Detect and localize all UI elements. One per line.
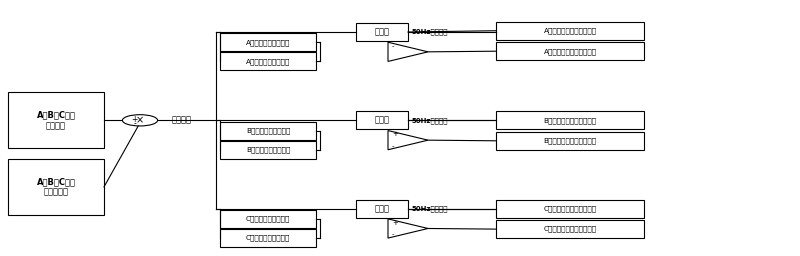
FancyBboxPatch shape <box>220 52 316 70</box>
Text: 50Hz方波信号: 50Hz方波信号 <box>412 29 449 35</box>
Text: +: + <box>392 220 398 226</box>
FancyBboxPatch shape <box>220 210 316 228</box>
Text: B波形产生部分调制波: B波形产生部分调制波 <box>246 127 290 134</box>
Text: 锁相环: 锁相环 <box>374 204 390 213</box>
Text: ×: × <box>136 115 144 125</box>
FancyBboxPatch shape <box>8 159 104 215</box>
Text: -: - <box>392 143 394 149</box>
FancyBboxPatch shape <box>496 22 644 40</box>
Text: A相三角载波发生模块: A相三角载波发生模块 <box>246 58 290 65</box>
Text: -: - <box>392 231 394 237</box>
Text: 锁相环: 锁相环 <box>374 116 390 125</box>
Text: C相三角载波发生模块: C相三角载波发生模块 <box>246 235 290 241</box>
Text: A、B、C三相
电压实际值: A、B、C三相 电压实际值 <box>37 177 75 197</box>
Text: 锁相环: 锁相环 <box>374 27 390 37</box>
Text: +: + <box>392 131 398 137</box>
FancyBboxPatch shape <box>220 229 316 247</box>
Text: 50Hz方波信号: 50Hz方波信号 <box>412 117 449 124</box>
Text: A相波形导向部分驱动模块: A相波形导向部分驱动模块 <box>543 27 597 34</box>
FancyBboxPatch shape <box>496 42 644 60</box>
FancyBboxPatch shape <box>220 122 316 140</box>
FancyBboxPatch shape <box>356 23 408 41</box>
Text: A、B、C三相
电压给定: A、B、C三相 电压给定 <box>37 111 75 130</box>
Text: B相波形导向部分驱动模块: B相波形导向部分驱动模块 <box>543 117 597 124</box>
FancyBboxPatch shape <box>496 200 644 218</box>
Text: +: + <box>131 115 138 124</box>
FancyBboxPatch shape <box>8 92 104 148</box>
Text: C相波形导向部分驱动模块: C相波形导向部分驱动模块 <box>543 205 597 212</box>
Text: 公式计算: 公式计算 <box>172 116 192 125</box>
Text: B相三角载波发生模块: B相三角载波发生模块 <box>246 146 290 153</box>
FancyBboxPatch shape <box>496 111 644 129</box>
Text: C相波形产生部分驱动模块: C相波形产生部分驱动模块 <box>543 226 597 232</box>
Text: A相波形产生部分驱动模块: A相波形产生部分驱动模块 <box>543 48 597 55</box>
FancyBboxPatch shape <box>220 141 316 159</box>
Text: -: - <box>134 119 136 128</box>
FancyBboxPatch shape <box>356 200 408 218</box>
Text: -: - <box>392 43 394 49</box>
Text: 50Hz方波信号: 50Hz方波信号 <box>412 205 449 212</box>
FancyBboxPatch shape <box>496 220 644 238</box>
FancyBboxPatch shape <box>496 132 644 150</box>
Text: C波形产生部分调制波: C波形产生部分调制波 <box>246 216 290 222</box>
Text: B相波形产生部分驱动模块: B相波形产生部分驱动模块 <box>543 137 597 144</box>
Text: A波形产生部分调制波: A波形产生部分调制波 <box>246 39 290 46</box>
FancyBboxPatch shape <box>220 33 316 51</box>
FancyBboxPatch shape <box>356 111 408 129</box>
